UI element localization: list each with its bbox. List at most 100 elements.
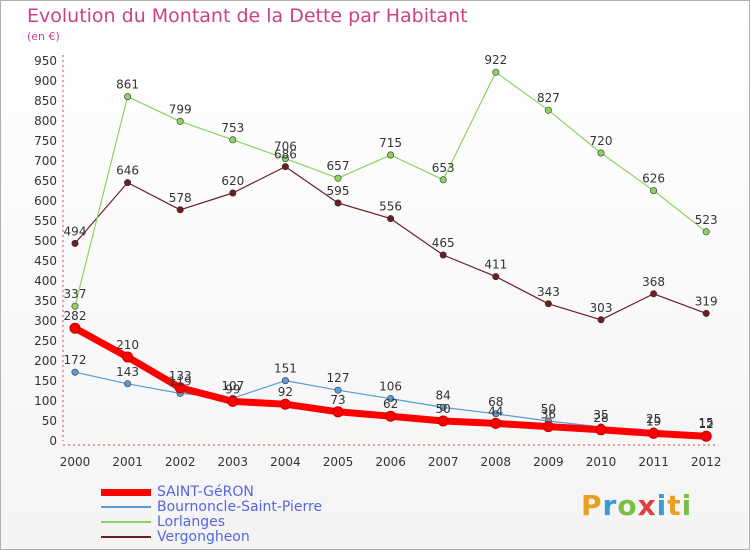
data-label: 922 xyxy=(484,53,507,67)
legend-label: Vergongheon xyxy=(157,529,250,545)
legend-label: Lorlanges xyxy=(157,514,226,530)
legend-label: SAINT-GéRON xyxy=(157,484,254,500)
data-label: 68 xyxy=(488,395,503,409)
y-tick-label: 650 xyxy=(34,174,57,188)
data-label: 337 xyxy=(64,287,87,301)
data-point xyxy=(439,176,447,184)
data-point xyxy=(71,302,79,310)
x-tick-label: 2011 xyxy=(638,455,669,469)
data-label: 595 xyxy=(327,184,350,198)
data-label: 107 xyxy=(221,379,244,393)
data-label: 626 xyxy=(642,172,665,186)
data-label: 210 xyxy=(116,338,139,352)
series-lines xyxy=(69,68,712,442)
legend-swatch xyxy=(101,521,151,523)
data-point xyxy=(648,427,660,439)
data-point xyxy=(334,199,342,207)
data-point xyxy=(700,430,712,442)
data-point xyxy=(227,395,239,407)
data-label: 84 xyxy=(436,388,451,402)
data-point xyxy=(492,273,500,281)
x-tick-label: 2012 xyxy=(691,455,722,469)
data-point xyxy=(334,386,342,394)
data-point xyxy=(281,155,289,163)
data-point xyxy=(387,395,395,403)
y-tick-label: 250 xyxy=(34,334,57,348)
data-label: 799 xyxy=(169,102,192,116)
data-label: 686 xyxy=(274,148,297,162)
data-label: 99 xyxy=(225,382,240,396)
data-point xyxy=(281,163,289,171)
data-point xyxy=(332,406,344,418)
legend-swatch xyxy=(101,536,151,538)
y-tick-label: 950 xyxy=(34,54,57,68)
x-tick-label: 2009 xyxy=(533,455,564,469)
data-label: 15 xyxy=(699,416,714,430)
brand-logo: Proxiti xyxy=(581,489,692,522)
data-label: 319 xyxy=(695,294,718,308)
data-point xyxy=(174,382,186,394)
data-point xyxy=(439,403,447,411)
data-point xyxy=(229,189,237,197)
data-label: 653 xyxy=(432,161,455,175)
brand-letter: t xyxy=(667,489,682,522)
data-label: 35 xyxy=(593,408,608,422)
data-point xyxy=(597,316,605,324)
y-tick-label: 400 xyxy=(34,274,57,288)
data-label: 861 xyxy=(116,78,139,92)
data-label: 151 xyxy=(274,362,297,376)
data-label: 368 xyxy=(642,275,665,289)
data-label: 343 xyxy=(537,285,560,299)
y-tick-label: 550 xyxy=(34,214,57,228)
brand-letter: i xyxy=(681,489,693,522)
line-chart: 0501001502002503003504004505005506006507… xyxy=(34,53,722,469)
data-point xyxy=(122,351,134,363)
data-label: 646 xyxy=(116,164,139,178)
data-label: 12 xyxy=(699,417,714,431)
data-point xyxy=(439,251,447,259)
data-point xyxy=(437,415,449,427)
data-point xyxy=(702,309,710,317)
data-point xyxy=(334,174,342,182)
data-point xyxy=(229,136,237,144)
data-label: 92 xyxy=(278,385,293,399)
data-label: 657 xyxy=(327,159,350,173)
data-label: 282 xyxy=(64,309,87,323)
data-label: 44 xyxy=(488,404,503,418)
data-label: 19 xyxy=(646,414,661,428)
x-tick-label: 2005 xyxy=(323,455,354,469)
data-point xyxy=(176,206,184,214)
data-label: 50 xyxy=(436,402,451,416)
data-point xyxy=(702,228,710,236)
y-tick-label: 350 xyxy=(34,294,57,308)
data-label: 62 xyxy=(383,397,398,411)
data-point xyxy=(281,377,289,385)
data-label: 578 xyxy=(169,191,192,205)
y-tick-label: 300 xyxy=(34,314,57,328)
y-tick-label: 200 xyxy=(34,354,57,368)
data-label: 127 xyxy=(327,371,350,385)
y-tick-label: 100 xyxy=(34,394,57,408)
legend-label: Bournoncle-Saint-Pierre xyxy=(157,499,323,515)
x-tick-label: 2006 xyxy=(375,455,406,469)
brand-letter: P xyxy=(581,489,603,522)
x-tick-label: 2002 xyxy=(165,455,196,469)
data-point xyxy=(490,417,502,429)
data-point xyxy=(71,368,79,376)
data-label: 411 xyxy=(484,258,507,272)
data-point xyxy=(492,410,500,418)
legend-swatch xyxy=(101,488,151,496)
chart-title: Evolution du Montant de la Dette par Hab… xyxy=(27,5,468,27)
data-label: 106 xyxy=(379,380,402,394)
data-point xyxy=(595,424,607,436)
data-label: 303 xyxy=(590,301,613,315)
data-label: 620 xyxy=(221,174,244,188)
data-point xyxy=(542,421,554,433)
data-point xyxy=(69,322,81,334)
data-point xyxy=(385,410,397,422)
data-label: 172 xyxy=(64,353,87,367)
y-tick-label: 800 xyxy=(34,114,57,128)
data-point xyxy=(124,380,132,388)
data-point xyxy=(650,187,658,195)
data-point xyxy=(650,290,658,298)
